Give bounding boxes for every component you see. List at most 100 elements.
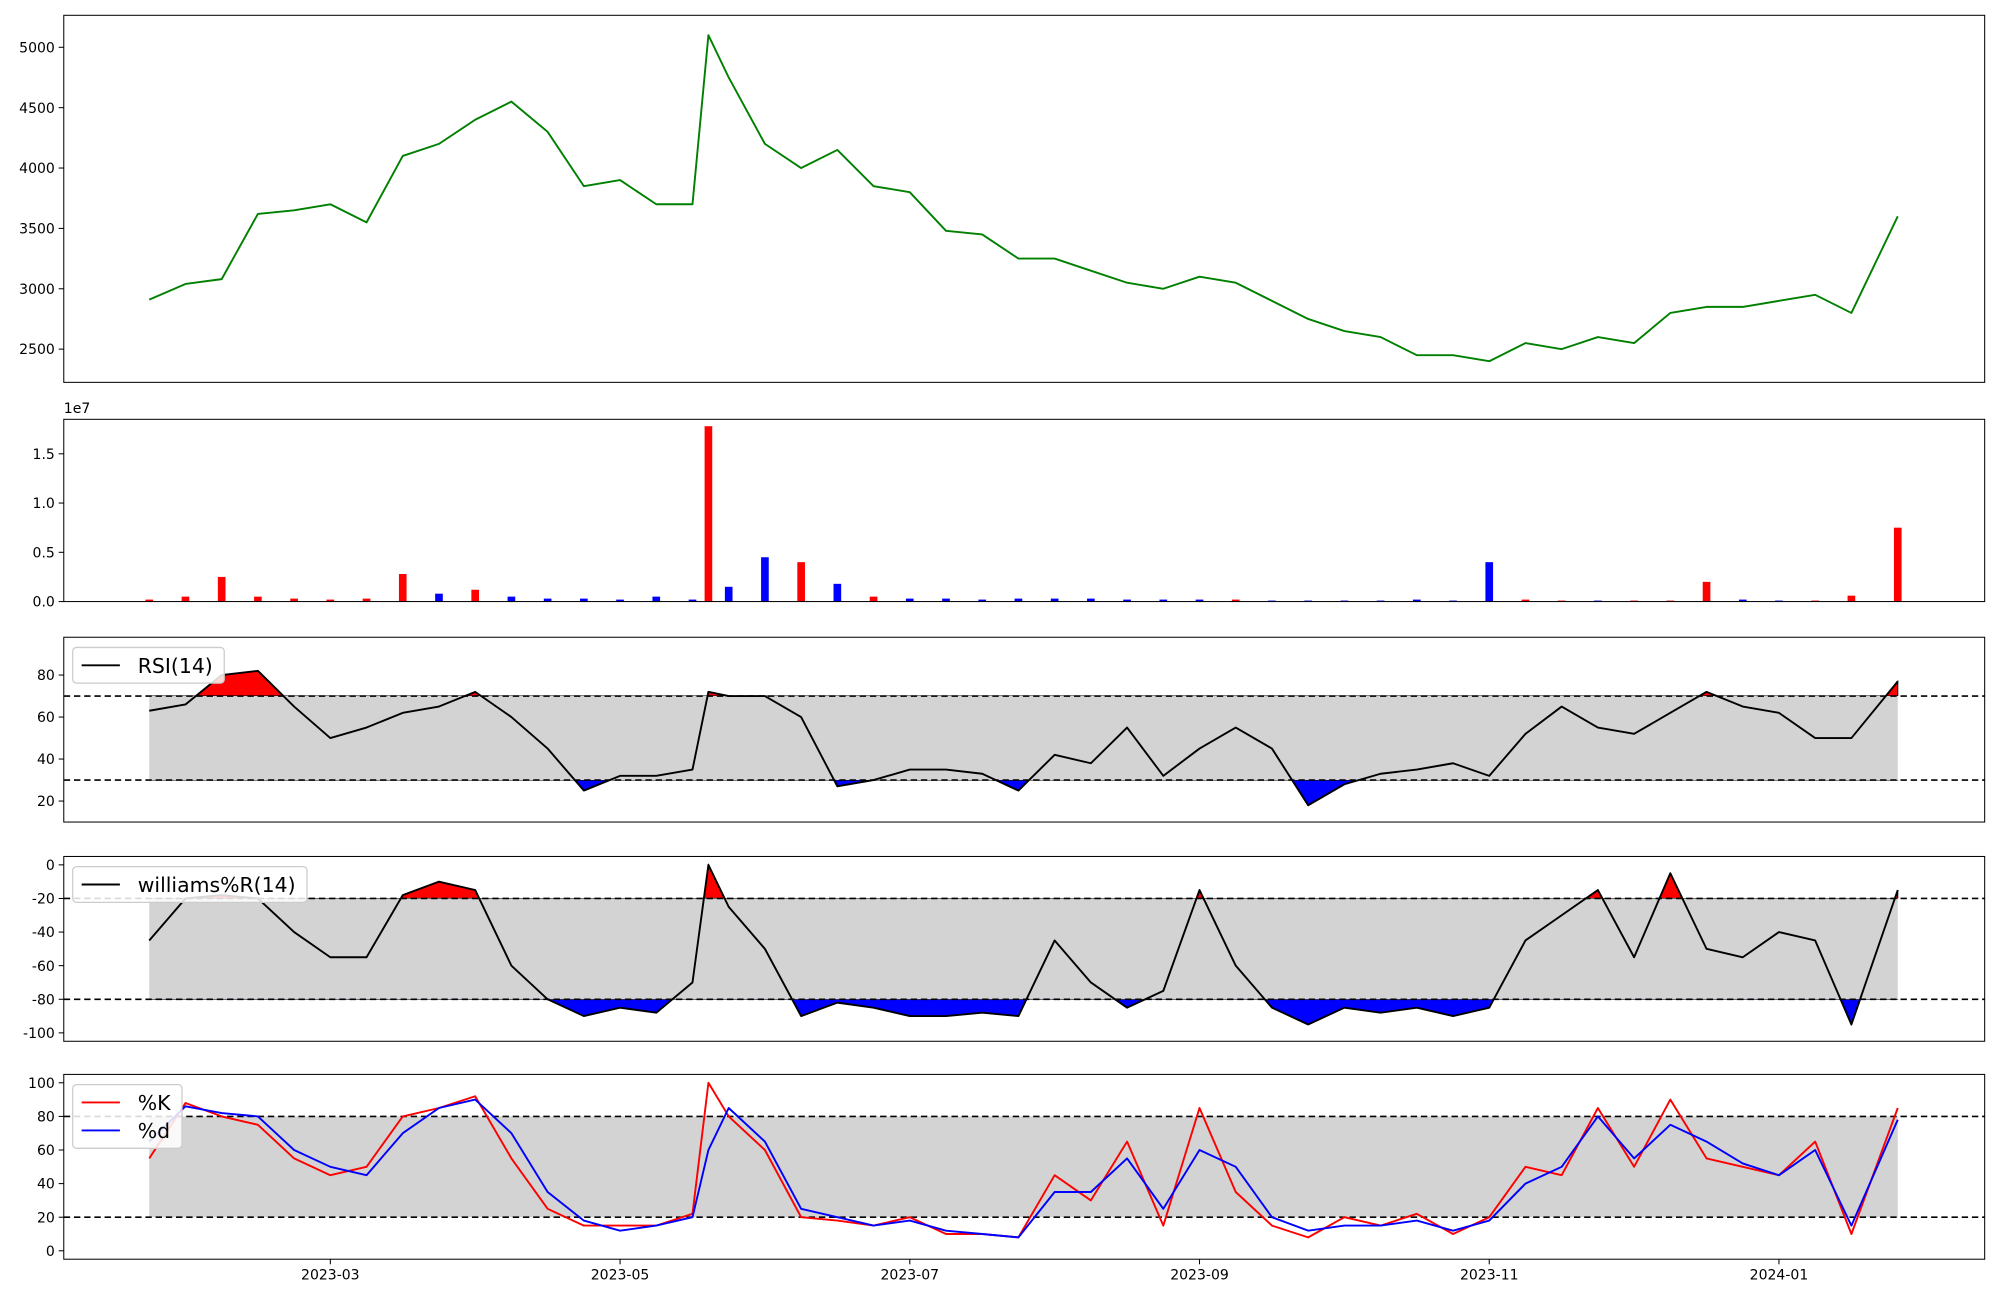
volume-bar <box>362 598 371 602</box>
volume-bar <box>1521 599 1530 602</box>
volume-bar <box>652 596 661 602</box>
volume-bar <box>471 589 480 602</box>
legend-label: %d <box>138 1119 170 1143</box>
axis-offset-label: 1e7 <box>64 401 90 417</box>
legend-box <box>72 1083 183 1149</box>
x-tick-label: 2024-01 <box>1750 1268 1809 1284</box>
volume-bar <box>1195 599 1204 602</box>
panel: 20 40 60 80 RSI(14) <box>37 636 1986 823</box>
y-tick-label: 3500 <box>19 222 55 238</box>
legend-label: RSI(14) <box>138 654 213 678</box>
y-tick-label: 80 <box>37 1110 55 1126</box>
volume-bar <box>761 557 769 602</box>
volume-bar <box>1702 581 1711 602</box>
volume-bar <box>905 598 914 602</box>
y-tick-label: 1.5 <box>33 447 55 463</box>
y-tick-label: 40 <box>37 1177 55 1193</box>
y-tick-label: -100 <box>23 1026 55 1042</box>
volume-bar <box>724 586 733 602</box>
volume-bar <box>688 599 697 602</box>
volume-bar <box>1847 595 1856 602</box>
legend-box <box>72 866 308 903</box>
y-tick-label: 0.0 <box>33 595 55 611</box>
y-tick-label: 40 <box>37 752 55 768</box>
legend-label: %K <box>138 1091 171 1115</box>
volume-bar <box>398 573 407 602</box>
y-tick-label: 20 <box>37 794 55 810</box>
volume-bar <box>833 583 842 602</box>
threshold-band <box>149 898 1898 1000</box>
volume-bar <box>1050 598 1059 602</box>
y-tick-label: -80 <box>32 992 55 1008</box>
y-tick-label: 1.0 <box>33 496 55 512</box>
volume-bar <box>978 599 987 602</box>
panel: 2500 3000 3500 4000 4500 5000 <box>19 14 1986 383</box>
volume-bar <box>616 599 624 602</box>
plot-frame <box>63 418 1986 603</box>
volume-bar <box>869 596 878 602</box>
volume-bar <box>942 598 950 602</box>
volume-bar <box>1231 599 1240 602</box>
volume-bar <box>290 598 298 602</box>
oversold-fill <box>148 780 1899 806</box>
volume-bar <box>1485 562 1494 602</box>
y-tick-label: -20 <box>32 892 55 908</box>
series-line <box>148 34 1899 363</box>
volume-bar <box>543 598 552 602</box>
threshold-band <box>149 696 1898 781</box>
volume-bar <box>145 599 154 602</box>
plot-frame <box>63 1073 1986 1260</box>
plot-frame <box>63 855 1986 1042</box>
volume-bar <box>217 576 226 602</box>
volume-bar <box>1123 599 1131 602</box>
y-tick-label: 60 <box>37 1143 55 1159</box>
plot-frame <box>63 636 1986 823</box>
y-tick-label: 0.5 <box>33 545 55 561</box>
y-tick-label: -60 <box>32 959 55 975</box>
y-tick-label: 2500 <box>19 342 55 358</box>
legend-label: williams%R(14) <box>138 873 296 897</box>
y-tick-label: 3000 <box>19 282 55 298</box>
x-tick-label: 2023-09 <box>1170 1268 1229 1284</box>
volume-bar <box>181 596 190 602</box>
panel: 0 20 40 60 80 100 2023-03 2023-05 2023-07 2023-09… <box>28 1073 1986 1284</box>
panel: 0.0 0.5 1.0 1.5 1e7 <box>33 401 1986 611</box>
y-tick-label: 80 <box>37 668 55 684</box>
oversold-fill <box>148 999 1899 1026</box>
volume-bar <box>1738 599 1747 602</box>
y-tick-label: 0 <box>46 858 55 874</box>
volume-bar <box>435 593 443 602</box>
y-tick-label: 60 <box>37 710 55 726</box>
y-tick-label: 0 <box>46 1244 55 1260</box>
y-tick-label: 20 <box>37 1210 55 1226</box>
y-tick-label: 100 <box>28 1076 55 1092</box>
figure: 2500300035004000450050000.00.51.01.51e72… <box>19 14 1986 1284</box>
plot-frame <box>63 14 1986 383</box>
volume-bar <box>507 596 516 602</box>
legend-box <box>72 646 225 684</box>
volume-bar <box>580 598 588 602</box>
series-line <box>148 863 1899 1026</box>
y-tick-label: -40 <box>32 925 55 941</box>
volume-bar <box>1412 599 1421 602</box>
series-line <box>148 1098 1899 1239</box>
x-tick-label: 2023-05 <box>591 1268 650 1284</box>
volume-bar <box>797 562 805 602</box>
volume-bar <box>1087 598 1095 602</box>
volume-bar <box>704 426 713 602</box>
x-tick-label: 2023-03 <box>301 1268 360 1284</box>
volume-bar <box>326 599 335 602</box>
y-tick-label: 5000 <box>19 40 55 56</box>
volume-bar <box>1014 598 1023 602</box>
volume-bar <box>254 596 262 602</box>
series-line <box>149 669 1899 807</box>
y-tick-label: 4000 <box>19 161 55 177</box>
threshold-band <box>149 1116 1898 1218</box>
panel: -100 -80 -60 -40 -20 0 williams%R(14) <box>23 855 1986 1042</box>
x-tick-label: 2023-07 <box>880 1268 939 1284</box>
volume-bar <box>1159 599 1168 602</box>
x-tick-label: 2023-11 <box>1460 1268 1519 1284</box>
